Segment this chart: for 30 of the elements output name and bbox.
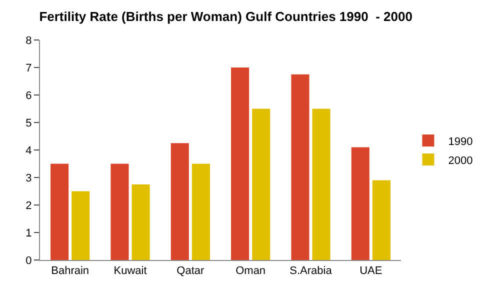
y-tick-label: 3	[26, 172, 32, 184]
y-tick-label: 7	[26, 62, 32, 74]
bar	[351, 147, 370, 260]
bar	[132, 184, 150, 260]
bar	[192, 164, 210, 260]
bar	[252, 108, 270, 260]
bar	[72, 191, 90, 260]
y-tick-label: 6	[26, 90, 32, 102]
x-tick-label: Bahrain	[51, 265, 90, 278]
y-tick-label: 8	[26, 34, 32, 47]
x-tick-label: S.Arabia	[290, 265, 333, 278]
bar	[50, 164, 69, 260]
x-tick-label: Oman	[236, 265, 266, 278]
y-tick-label: 0	[26, 254, 32, 267]
y-tick-label: 4	[26, 144, 32, 157]
bar	[231, 68, 250, 260]
x-tick-label: Qatar	[176, 265, 205, 278]
chart-title: Fertility Rate (Births per Woman) Gulf Countries 1990 - 2000	[39, 9, 412, 24]
bar	[170, 143, 189, 260]
bar	[372, 180, 390, 260]
x-tick-label: Kuwait	[114, 265, 147, 278]
legend-label: 1990	[448, 136, 473, 148]
bar	[291, 74, 310, 260]
legend-label: 2000	[448, 154, 473, 167]
y-tick-label: 1	[26, 227, 32, 240]
x-tick-label: UAE	[360, 265, 382, 278]
y-tick-label: 2	[26, 200, 32, 212]
y-tick-label: 5	[26, 117, 32, 130]
bar	[312, 108, 330, 260]
bar	[110, 164, 129, 260]
